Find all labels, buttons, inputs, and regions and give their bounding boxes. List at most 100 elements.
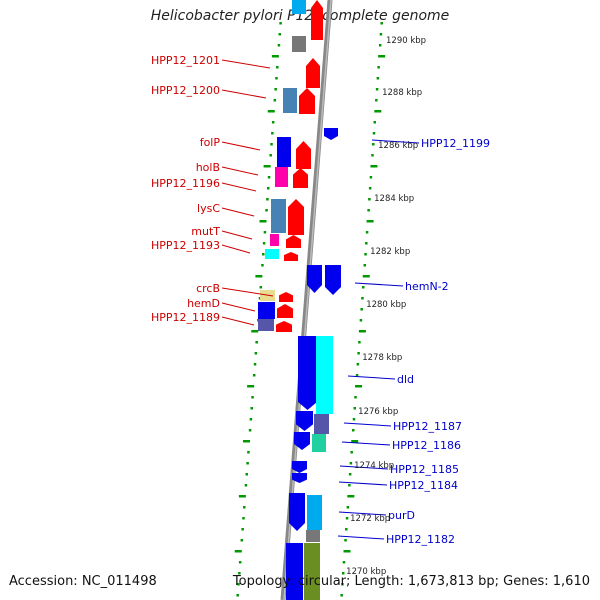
gene-feature: [307, 495, 322, 530]
tick-mark: [372, 132, 376, 135]
tick-mark: [274, 88, 277, 91]
inner-tick-marks: [234, 22, 282, 597]
gene-label-left: hemD: [187, 297, 220, 310]
leader-line: [338, 481, 388, 486]
tick-mark: [366, 220, 374, 223]
outer-tick-marks: [340, 22, 386, 597]
tick-mark: [365, 242, 368, 245]
tick-mark: [262, 253, 265, 256]
gene-label-left: crcB: [196, 282, 220, 295]
tick-mark: [240, 539, 244, 542]
tick-mark: [279, 22, 282, 25]
gene-feature: [270, 234, 279, 246]
tick-mark: [347, 495, 355, 498]
tick-mark: [263, 231, 267, 234]
tick-mark: [363, 264, 367, 267]
tick-mark: [354, 396, 357, 399]
scale-label: 1270 kbp: [346, 567, 386, 577]
gene-feature: [292, 461, 307, 473]
tick-mark: [353, 407, 357, 410]
tick-mark: [259, 286, 263, 289]
tick-mark: [371, 154, 374, 157]
tick-mark: [341, 583, 344, 586]
scale-label: 1278 kbp: [362, 353, 402, 363]
leader-line: [354, 282, 404, 287]
gene-label-right: hemN-2: [405, 280, 449, 293]
tick-mark: [358, 341, 361, 344]
tick-mark: [250, 407, 253, 410]
tick-mark: [359, 319, 363, 322]
tick-mark: [238, 572, 241, 575]
tick-mark: [345, 528, 348, 531]
tick-mark: [270, 143, 273, 146]
gene-label-left: HPP12_1201: [151, 54, 220, 67]
leader-line: [221, 89, 267, 99]
leader-line: [343, 422, 392, 427]
gene-feature: [314, 414, 329, 434]
tick-mark: [351, 429, 355, 432]
gene-label-right: HPP12_1184: [389, 479, 458, 492]
tick-mark: [254, 352, 258, 355]
tick-mark: [361, 297, 364, 300]
tick-mark: [277, 44, 281, 47]
tick-mark: [251, 396, 254, 399]
gene-feature: [258, 319, 274, 331]
gene-feature: [293, 168, 308, 188]
leader-line: [221, 302, 256, 312]
tick-mark: [252, 374, 256, 377]
gene-feature: [306, 58, 320, 88]
tick-mark: [358, 330, 366, 333]
tick-mark: [262, 242, 266, 245]
tick-mark: [267, 176, 271, 179]
leader-line: [337, 535, 385, 540]
tick-mark: [243, 506, 246, 509]
tick-mark: [266, 187, 270, 190]
gene-label-left: lysC: [197, 202, 220, 215]
scale-label: 1282 kbp: [370, 247, 410, 257]
tick-mark: [258, 297, 262, 300]
tick-mark: [367, 209, 370, 212]
tick-mark: [348, 484, 351, 487]
tick-mark: [371, 143, 375, 146]
tick-mark: [265, 209, 268, 212]
gene-label-right: HPP12_1199: [421, 137, 490, 150]
tick-mark: [242, 517, 245, 520]
leader-line: [221, 141, 261, 151]
gene-feature: [299, 88, 315, 114]
gene-feature: [265, 249, 279, 259]
tick-mark: [271, 121, 275, 124]
label-leader-lines: [221, 59, 420, 540]
tick-mark: [365, 231, 369, 234]
tick-mark: [379, 33, 383, 36]
gene-feature: [311, 0, 323, 40]
scale-label: 1276 kbp: [358, 407, 398, 417]
scale-label: 1290 kbp: [386, 36, 426, 46]
tick-mark: [348, 473, 352, 476]
gene-feature: [292, 0, 306, 14]
tick-mark: [259, 220, 267, 223]
tick-mark: [340, 594, 343, 597]
tick-mark: [370, 165, 378, 168]
gene-label-right: HPP12_1182: [386, 533, 455, 546]
tick-mark: [356, 363, 360, 366]
tick-mark: [345, 517, 349, 520]
leader-line: [339, 465, 389, 470]
topology-text: Topology: circular; Length: 1,673,813 bp…: [232, 574, 590, 589]
accession-text: Accession: NC_011498: [9, 574, 157, 589]
gene-feature: [283, 88, 297, 113]
tick-mark: [346, 506, 350, 509]
tick-mark: [278, 33, 282, 36]
gene-labels: HPP12_1201 HPP12_1200 folP holB HPP12_1196ly…: [151, 54, 490, 546]
leader-line: [341, 441, 391, 446]
tick-mark: [273, 99, 277, 102]
gene-label-right: HPP12_1185: [390, 463, 459, 476]
tick-mark: [357, 352, 360, 355]
tick-mark: [246, 462, 249, 465]
tick-mark: [355, 374, 359, 377]
gene-feature: [276, 321, 292, 332]
tick-mark: [251, 330, 259, 333]
gene-label-right: HPP12_1187: [393, 420, 462, 433]
tick-mark: [349, 462, 353, 465]
tick-mark: [375, 88, 379, 91]
